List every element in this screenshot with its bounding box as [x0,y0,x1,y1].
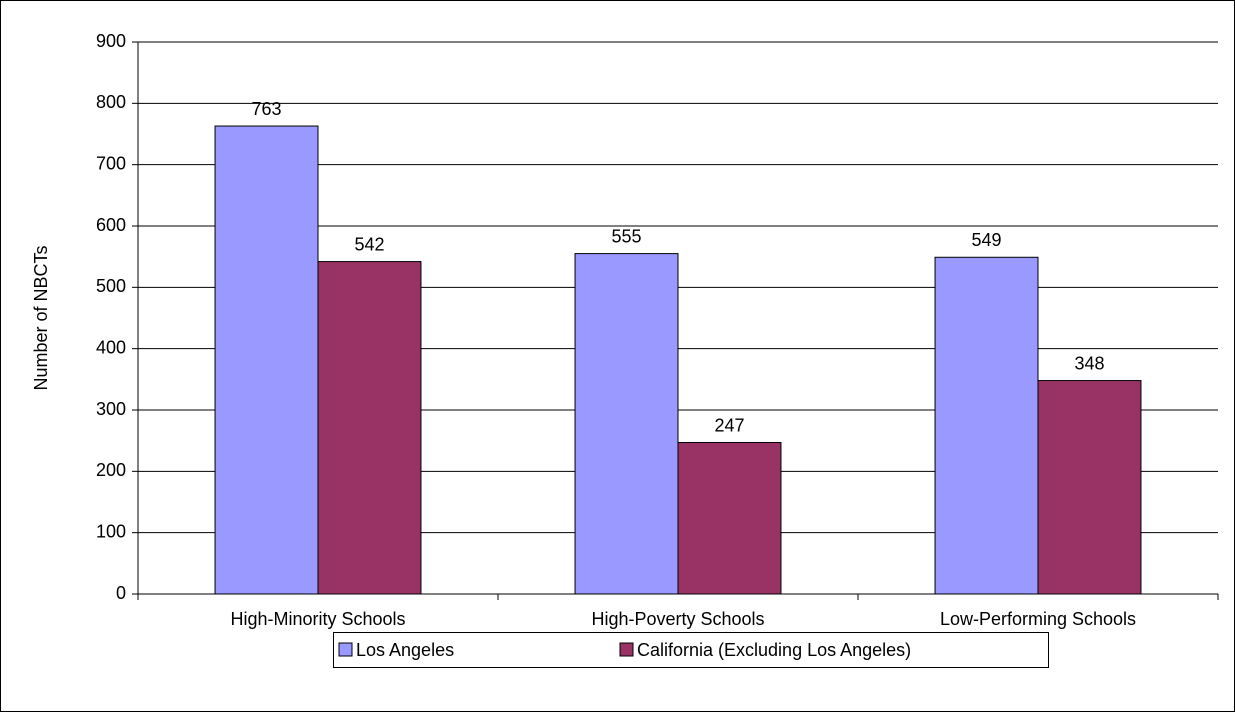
x-tick-label: High-Minority Schools [230,609,405,629]
y-tick-label: 100 [96,521,126,541]
y-tick-label: 700 [96,153,126,173]
y-tick-label: 900 [96,31,126,51]
value-label: 549 [971,230,1001,250]
y-tick-label: 500 [96,276,126,296]
y-tick-label: 600 [96,215,126,235]
y-tick-label: 300 [96,399,126,419]
value-label: 348 [1074,353,1104,373]
legend-box [333,632,1049,668]
legend-swatch [619,642,634,657]
bar [677,442,782,595]
y-axis-label: Number of NBCTs [31,245,51,390]
value-label: 763 [251,99,281,119]
bar [574,253,679,595]
x-tick-label: High-Poverty Schools [591,609,764,629]
value-label: 247 [714,415,744,435]
bar [1037,380,1142,595]
legend-label: California (Excluding Los Angeles) [637,640,911,660]
bar [214,125,319,595]
y-tick-label: 0 [116,583,126,603]
value-label: 542 [354,234,384,254]
legend-swatch [338,642,353,657]
value-label: 555 [611,226,641,246]
y-tick-label: 800 [96,92,126,112]
y-tick-label: 200 [96,460,126,480]
y-tick-label: 400 [96,337,126,357]
legend-label: Los Angeles [356,640,454,660]
bar [934,256,1039,595]
bar [317,261,422,595]
x-tick-label: Low-Performing Schools [940,609,1136,629]
